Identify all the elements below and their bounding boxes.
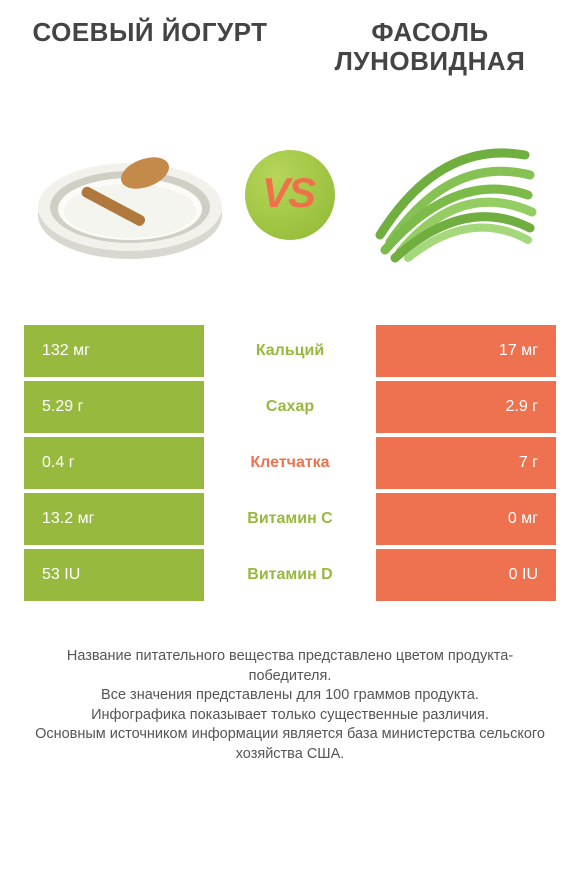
cell-left: 0.4 г bbox=[24, 437, 204, 489]
cell-left: 5.29 г bbox=[24, 381, 204, 433]
footer-line: Основным источником информации является … bbox=[28, 725, 552, 764]
product-right-title: Фасоль луновидная bbox=[310, 18, 550, 75]
header: Соевый йогурт Фасоль луновидная bbox=[0, 0, 580, 75]
product-right-image bbox=[350, 105, 550, 285]
footer-line: Все значения представлены для 100 граммо… bbox=[28, 686, 552, 706]
vs-badge: VS bbox=[245, 150, 335, 240]
cell-label: Сахар bbox=[204, 381, 376, 433]
table-row: 53 IU Витамин D 0 IU bbox=[24, 549, 556, 601]
cell-right: 0 мг bbox=[376, 493, 556, 545]
table-row: 132 мг Кальций 17 мг bbox=[24, 325, 556, 377]
cell-right: 2.9 г bbox=[376, 381, 556, 433]
images-row: VS bbox=[0, 75, 580, 305]
table-row: 0.4 г Клетчатка 7 г bbox=[24, 437, 556, 489]
footer-line: Инфографика показывает только существенн… bbox=[28, 706, 552, 726]
vs-label: VS bbox=[262, 169, 314, 217]
cell-left: 132 мг bbox=[24, 325, 204, 377]
cell-label: Витамин D bbox=[204, 549, 376, 601]
cell-label: Клетчатка bbox=[204, 437, 376, 489]
footer-line: Название питательного вещества представл… bbox=[28, 647, 552, 686]
cell-right: 7 г bbox=[376, 437, 556, 489]
cell-left: 53 IU bbox=[24, 549, 204, 601]
table-row: 13.2 мг Витамин C 0 мг bbox=[24, 493, 556, 545]
cell-label: Кальций bbox=[204, 325, 376, 377]
table-row: 5.29 г Сахар 2.9 г bbox=[24, 381, 556, 433]
product-left-title: Соевый йогурт bbox=[30, 18, 270, 75]
cell-label: Витамин C bbox=[204, 493, 376, 545]
footer-notes: Название питательного вещества представл… bbox=[0, 605, 580, 764]
comparison-table: 132 мг Кальций 17 мг 5.29 г Сахар 2.9 г … bbox=[24, 325, 556, 601]
cell-right: 0 IU bbox=[376, 549, 556, 601]
cell-right: 17 мг bbox=[376, 325, 556, 377]
product-left-image bbox=[30, 105, 230, 285]
cell-left: 13.2 мг bbox=[24, 493, 204, 545]
